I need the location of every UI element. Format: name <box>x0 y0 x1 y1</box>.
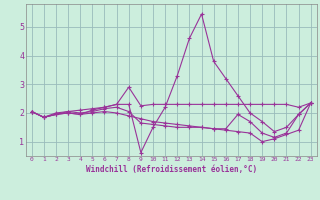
X-axis label: Windchill (Refroidissement éolien,°C): Windchill (Refroidissement éolien,°C) <box>86 165 257 174</box>
